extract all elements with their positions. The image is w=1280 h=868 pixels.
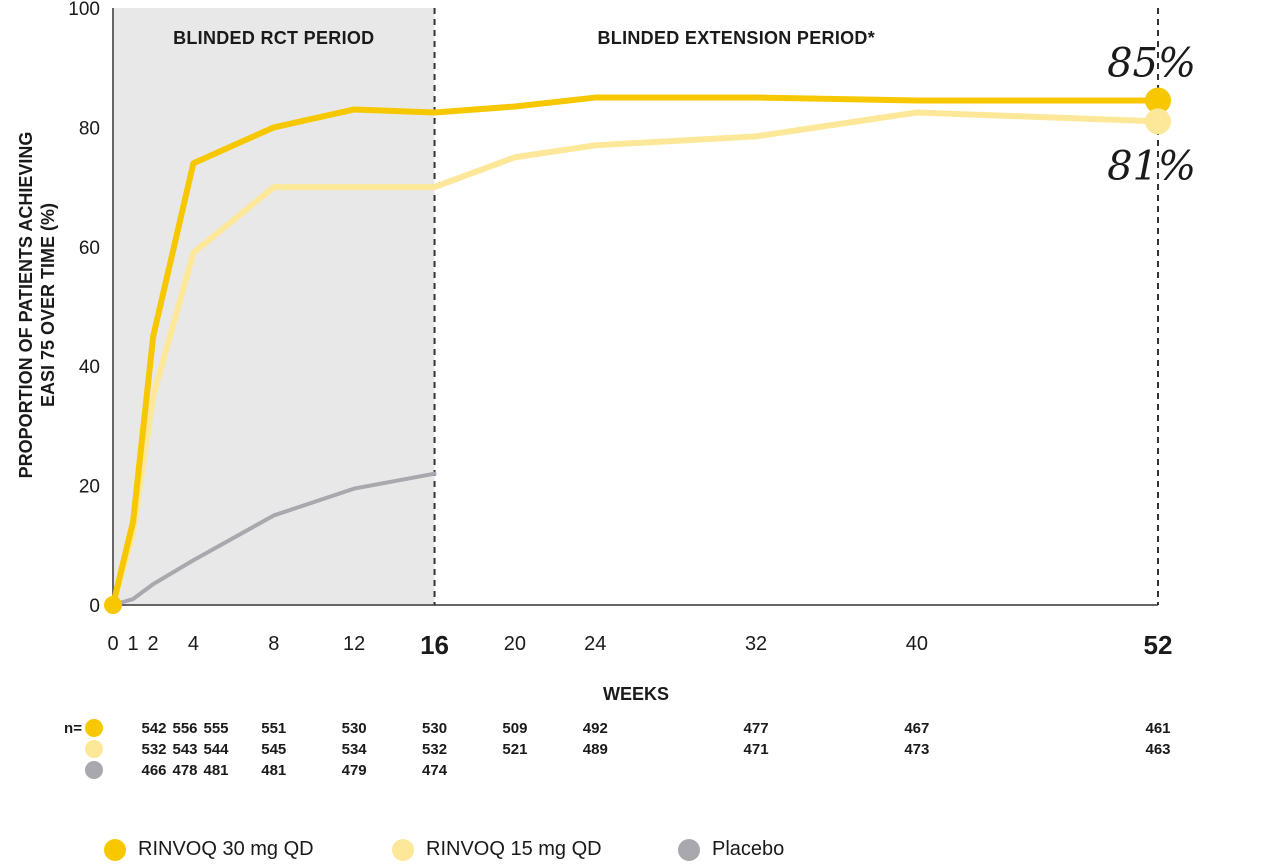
n-table-cell-r2-wk24: 489 (583, 741, 608, 758)
x-tick-32: 32 (745, 633, 767, 655)
end-point-rinvoq-30-mg-qd (1145, 87, 1171, 114)
y-tick-80: 80 (79, 118, 100, 139)
n-table-row-marker-3 (85, 761, 103, 779)
y-axis-title-line-2: EASI 75 OVER TIME (%) (38, 203, 58, 407)
y-tick-60: 60 (79, 238, 100, 259)
x-tick-16: 16 (420, 630, 449, 660)
y-tick-20: 20 (79, 477, 100, 498)
n-table-cell-r1-wk0: 542 (141, 720, 166, 737)
n-table-cell-r1-wk40: 467 (904, 720, 929, 737)
n-table-prefix: n= (64, 720, 82, 737)
n-table-cell-r1-wk1: 556 (172, 720, 197, 737)
legend-swatch-rinvoq-15 (392, 838, 414, 861)
x-tick-24: 24 (584, 633, 606, 655)
n-table-cell-r3-wk1: 478 (172, 762, 197, 779)
series-line-rinvoq-15-mg-qd (110, 109, 1161, 608)
n-table-cell-r3-wk0: 466 (141, 762, 166, 779)
legend-label-rinvoq-15: RINVOQ 15 mg QD (426, 838, 602, 860)
legend-label-rinvoq-30: RINVOQ 30 mg QD (138, 838, 314, 860)
y-tick-0: 0 (89, 596, 100, 617)
n-table-row-marker-2 (85, 740, 103, 758)
y-axis-title: PROPORTION OF PATIENTS ACHIEVING EASI 75 … (16, 132, 58, 479)
end-label-rinvoq-15-mg-qd: 81% (1107, 143, 1196, 189)
n-table-cell-r1-wk24: 492 (583, 720, 608, 737)
legend-swatch-placebo (678, 838, 700, 861)
x-tick-0: 0 (107, 633, 118, 655)
n-table-cell-r1-wk16: 530 (422, 720, 447, 737)
n-table-cell-r2-wk0: 532 (141, 741, 166, 758)
x-tick-2: 2 (147, 633, 158, 655)
x-axis-title: WEEKS (603, 684, 669, 704)
n-table-cell-r1-wk32: 477 (744, 720, 769, 737)
n-table-cell-r2-wk52: 463 (1145, 741, 1170, 758)
end-point-rinvoq-15-mg-qd (1145, 108, 1171, 135)
n-table-cell-r1-wk20: 509 (502, 720, 527, 737)
n-table-cell-r2-wk20: 521 (502, 741, 527, 758)
start-point (104, 596, 122, 614)
legend-item-placebo: Placebo (678, 838, 784, 861)
y-axis-title-line-1: PROPORTION OF PATIENTS ACHIEVING (16, 132, 36, 479)
n-table-cell-r1-wk52: 461 (1145, 720, 1170, 737)
series-line-rinvoq-30-mg-qd (110, 94, 1161, 608)
chart-legend: RINVOQ 30 mg QD RINVOQ 15 mg QD Placebo (0, 838, 1280, 866)
n-table-cell-r3-wk8: 481 (261, 762, 286, 779)
x-tick-4: 4 (188, 633, 199, 655)
x-tick-1: 1 (127, 633, 138, 655)
end-label-rinvoq-30-mg-qd: 85% (1107, 41, 1196, 87)
series-line-placebo (111, 471, 437, 607)
legend-label-placebo: Placebo (712, 838, 785, 860)
n-table-cell-r3-wk12: 479 (342, 762, 367, 779)
n-table-cell-r2-wk12: 534 (342, 741, 368, 758)
x-tick-8: 8 (268, 633, 279, 655)
y-tick-40: 40 (79, 357, 100, 378)
x-tick-12: 12 (343, 633, 365, 655)
n-table-cell-r1-wk2: 555 (203, 720, 228, 737)
period-label-blinded-extension-period: BLINDED EXTENSION PERIOD* (597, 28, 875, 48)
x-tick-52: 52 (1144, 630, 1173, 660)
n-table-cell-r2-wk8: 545 (261, 741, 286, 758)
n-table-cell-r2-wk32: 471 (744, 741, 769, 758)
n-table-cell-r1-wk12: 530 (342, 720, 367, 737)
n-table-cell-r2-wk2: 544 (203, 741, 229, 758)
legend-swatch-rinvoq-30 (104, 838, 126, 861)
n-table-cell-r3-wk2: 481 (203, 762, 228, 779)
x-tick-20: 20 (504, 633, 526, 655)
n-table-row-marker-1 (85, 719, 103, 737)
n-table-cell-r1-wk8: 551 (261, 720, 286, 737)
n-table-cell-r2-wk16: 532 (422, 741, 447, 758)
n-table-cell-r2-wk1: 543 (172, 741, 197, 758)
x-tick-40: 40 (906, 633, 928, 655)
n-table-cell-r3-wk16: 474 (422, 762, 448, 779)
y-tick-100: 100 (68, 0, 100, 20)
period-label-blinded-rct-period: BLINDED RCT PERIOD (173, 28, 374, 48)
legend-item-rinvoq-30: RINVOQ 30 mg QD (104, 838, 314, 861)
legend-item-rinvoq-15: RINVOQ 15 mg QD (392, 838, 602, 861)
n-table-cell-r2-wk40: 473 (904, 741, 929, 758)
